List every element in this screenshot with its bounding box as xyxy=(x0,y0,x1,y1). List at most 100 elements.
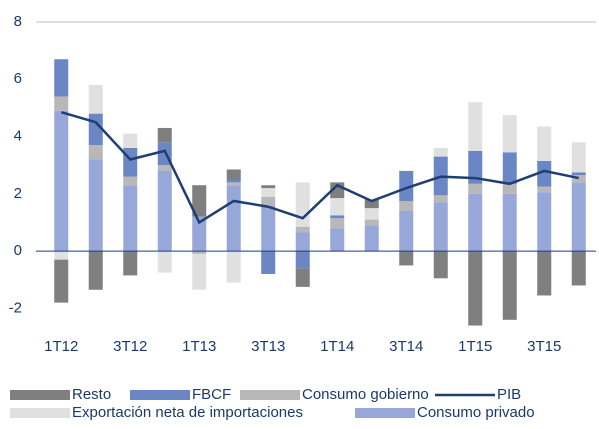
bar-segment xyxy=(88,159,103,252)
y-tick-label: 0 xyxy=(14,242,22,259)
x-tick-label: 1T15 xyxy=(458,338,492,355)
bar-segment xyxy=(502,183,517,194)
bar-segment xyxy=(468,183,483,194)
x-tick-label: 3T12 xyxy=(113,338,147,355)
bar-segment xyxy=(261,185,276,189)
x-tick-label: 1T13 xyxy=(182,338,216,355)
bar-segment xyxy=(537,126,552,161)
bar-segment xyxy=(261,251,276,274)
bar-segment xyxy=(364,208,379,220)
bar-segment xyxy=(537,160,552,187)
bar-segment xyxy=(364,225,379,252)
bar-segment xyxy=(226,182,241,186)
legend-label: FBCF xyxy=(192,386,231,403)
bar-segment xyxy=(192,185,207,217)
bar-segment xyxy=(226,251,241,283)
bar-segment xyxy=(192,253,207,290)
bar-segment xyxy=(226,185,241,252)
legend-label: Consumo privado xyxy=(417,404,535,421)
bar-segment xyxy=(123,185,138,252)
bar-segment xyxy=(88,85,103,114)
line-series xyxy=(60,111,580,225)
bar-segment xyxy=(571,142,586,173)
bar-segment xyxy=(468,251,483,326)
y-tick-label: -2 xyxy=(9,299,22,316)
bar-segment xyxy=(157,251,172,273)
y-tick-label: 6 xyxy=(14,70,22,87)
legend-label: PIB xyxy=(497,386,521,403)
bar-segment xyxy=(571,172,586,176)
bar-segment xyxy=(261,205,276,252)
legend-swatch xyxy=(130,390,190,400)
bar-segment xyxy=(88,145,103,160)
bar-segment xyxy=(295,251,310,269)
bar-segment xyxy=(399,170,414,201)
bar-segment xyxy=(330,215,345,219)
y-tick-label: 2 xyxy=(14,185,22,202)
legend-label: Consumo gobierno xyxy=(302,386,429,403)
bar-segment xyxy=(295,232,310,252)
bar-segment xyxy=(157,127,172,143)
bar-segment xyxy=(433,195,448,203)
legend-swatch xyxy=(10,408,70,418)
bar-segment xyxy=(468,102,483,151)
bar-segment xyxy=(88,251,103,290)
bar-segment xyxy=(261,188,276,197)
bar-segment xyxy=(295,226,310,233)
bar-segment xyxy=(295,268,310,287)
legend-label: Resto xyxy=(72,386,111,403)
x-tick-label: 1T14 xyxy=(320,338,354,355)
legend-swatch xyxy=(10,390,70,400)
bar-segment xyxy=(537,251,552,296)
bar-segment xyxy=(571,251,586,286)
bar-segment xyxy=(537,192,552,252)
bar-segment xyxy=(399,251,414,266)
bar-segment xyxy=(157,170,172,252)
bar-segment xyxy=(226,169,241,180)
bar-segment xyxy=(364,219,379,226)
bar-segment xyxy=(537,186,552,193)
legend-swatch xyxy=(240,390,300,400)
bar-segment xyxy=(502,152,517,184)
bar-segment xyxy=(123,133,138,148)
bar-segment xyxy=(433,202,448,252)
legend-swatch xyxy=(355,408,415,418)
bar-segment xyxy=(295,182,310,227)
bar-segment xyxy=(468,193,483,252)
x-tick-label: 1T12 xyxy=(44,338,78,355)
bar-segment xyxy=(192,251,207,254)
bar-segment xyxy=(502,251,517,320)
legend-label: Exportación neta de importaciones xyxy=(72,404,303,421)
bar-segment xyxy=(54,251,69,260)
bar-segment xyxy=(330,198,345,216)
bar-segment xyxy=(261,196,276,206)
bar-segment xyxy=(433,148,448,157)
x-tick-label: 3T14 xyxy=(389,338,423,355)
bar-segment xyxy=(226,179,241,183)
bar-segment xyxy=(54,259,69,303)
bar-segment xyxy=(433,251,448,279)
bar-segment xyxy=(364,199,379,209)
y-tick-label: 8 xyxy=(14,13,22,30)
bar-segment xyxy=(123,251,138,276)
bar-segment xyxy=(192,216,207,252)
bar-segment xyxy=(399,200,414,211)
bar-segment xyxy=(123,148,138,177)
bar-segment xyxy=(571,175,586,183)
bar-segment xyxy=(502,115,517,153)
bar-segment xyxy=(468,150,483,184)
bar-segment xyxy=(157,165,172,171)
bar-segment xyxy=(571,182,586,252)
bar-segment xyxy=(399,211,414,252)
bar-segment xyxy=(502,193,517,252)
bar-segment xyxy=(330,228,345,252)
x-tick-label: 3T15 xyxy=(527,338,561,355)
bar-segment xyxy=(54,96,69,111)
bar-segment xyxy=(330,218,345,229)
bar-segment xyxy=(88,113,103,146)
bar-segment xyxy=(123,176,138,186)
bar-segment xyxy=(54,110,69,252)
y-tick-label: 4 xyxy=(14,128,22,145)
x-tick-label: 3T13 xyxy=(251,338,285,355)
